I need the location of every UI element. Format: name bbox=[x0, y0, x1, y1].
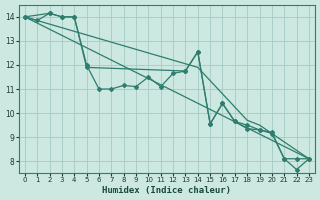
X-axis label: Humidex (Indice chaleur): Humidex (Indice chaleur) bbox=[102, 186, 231, 195]
